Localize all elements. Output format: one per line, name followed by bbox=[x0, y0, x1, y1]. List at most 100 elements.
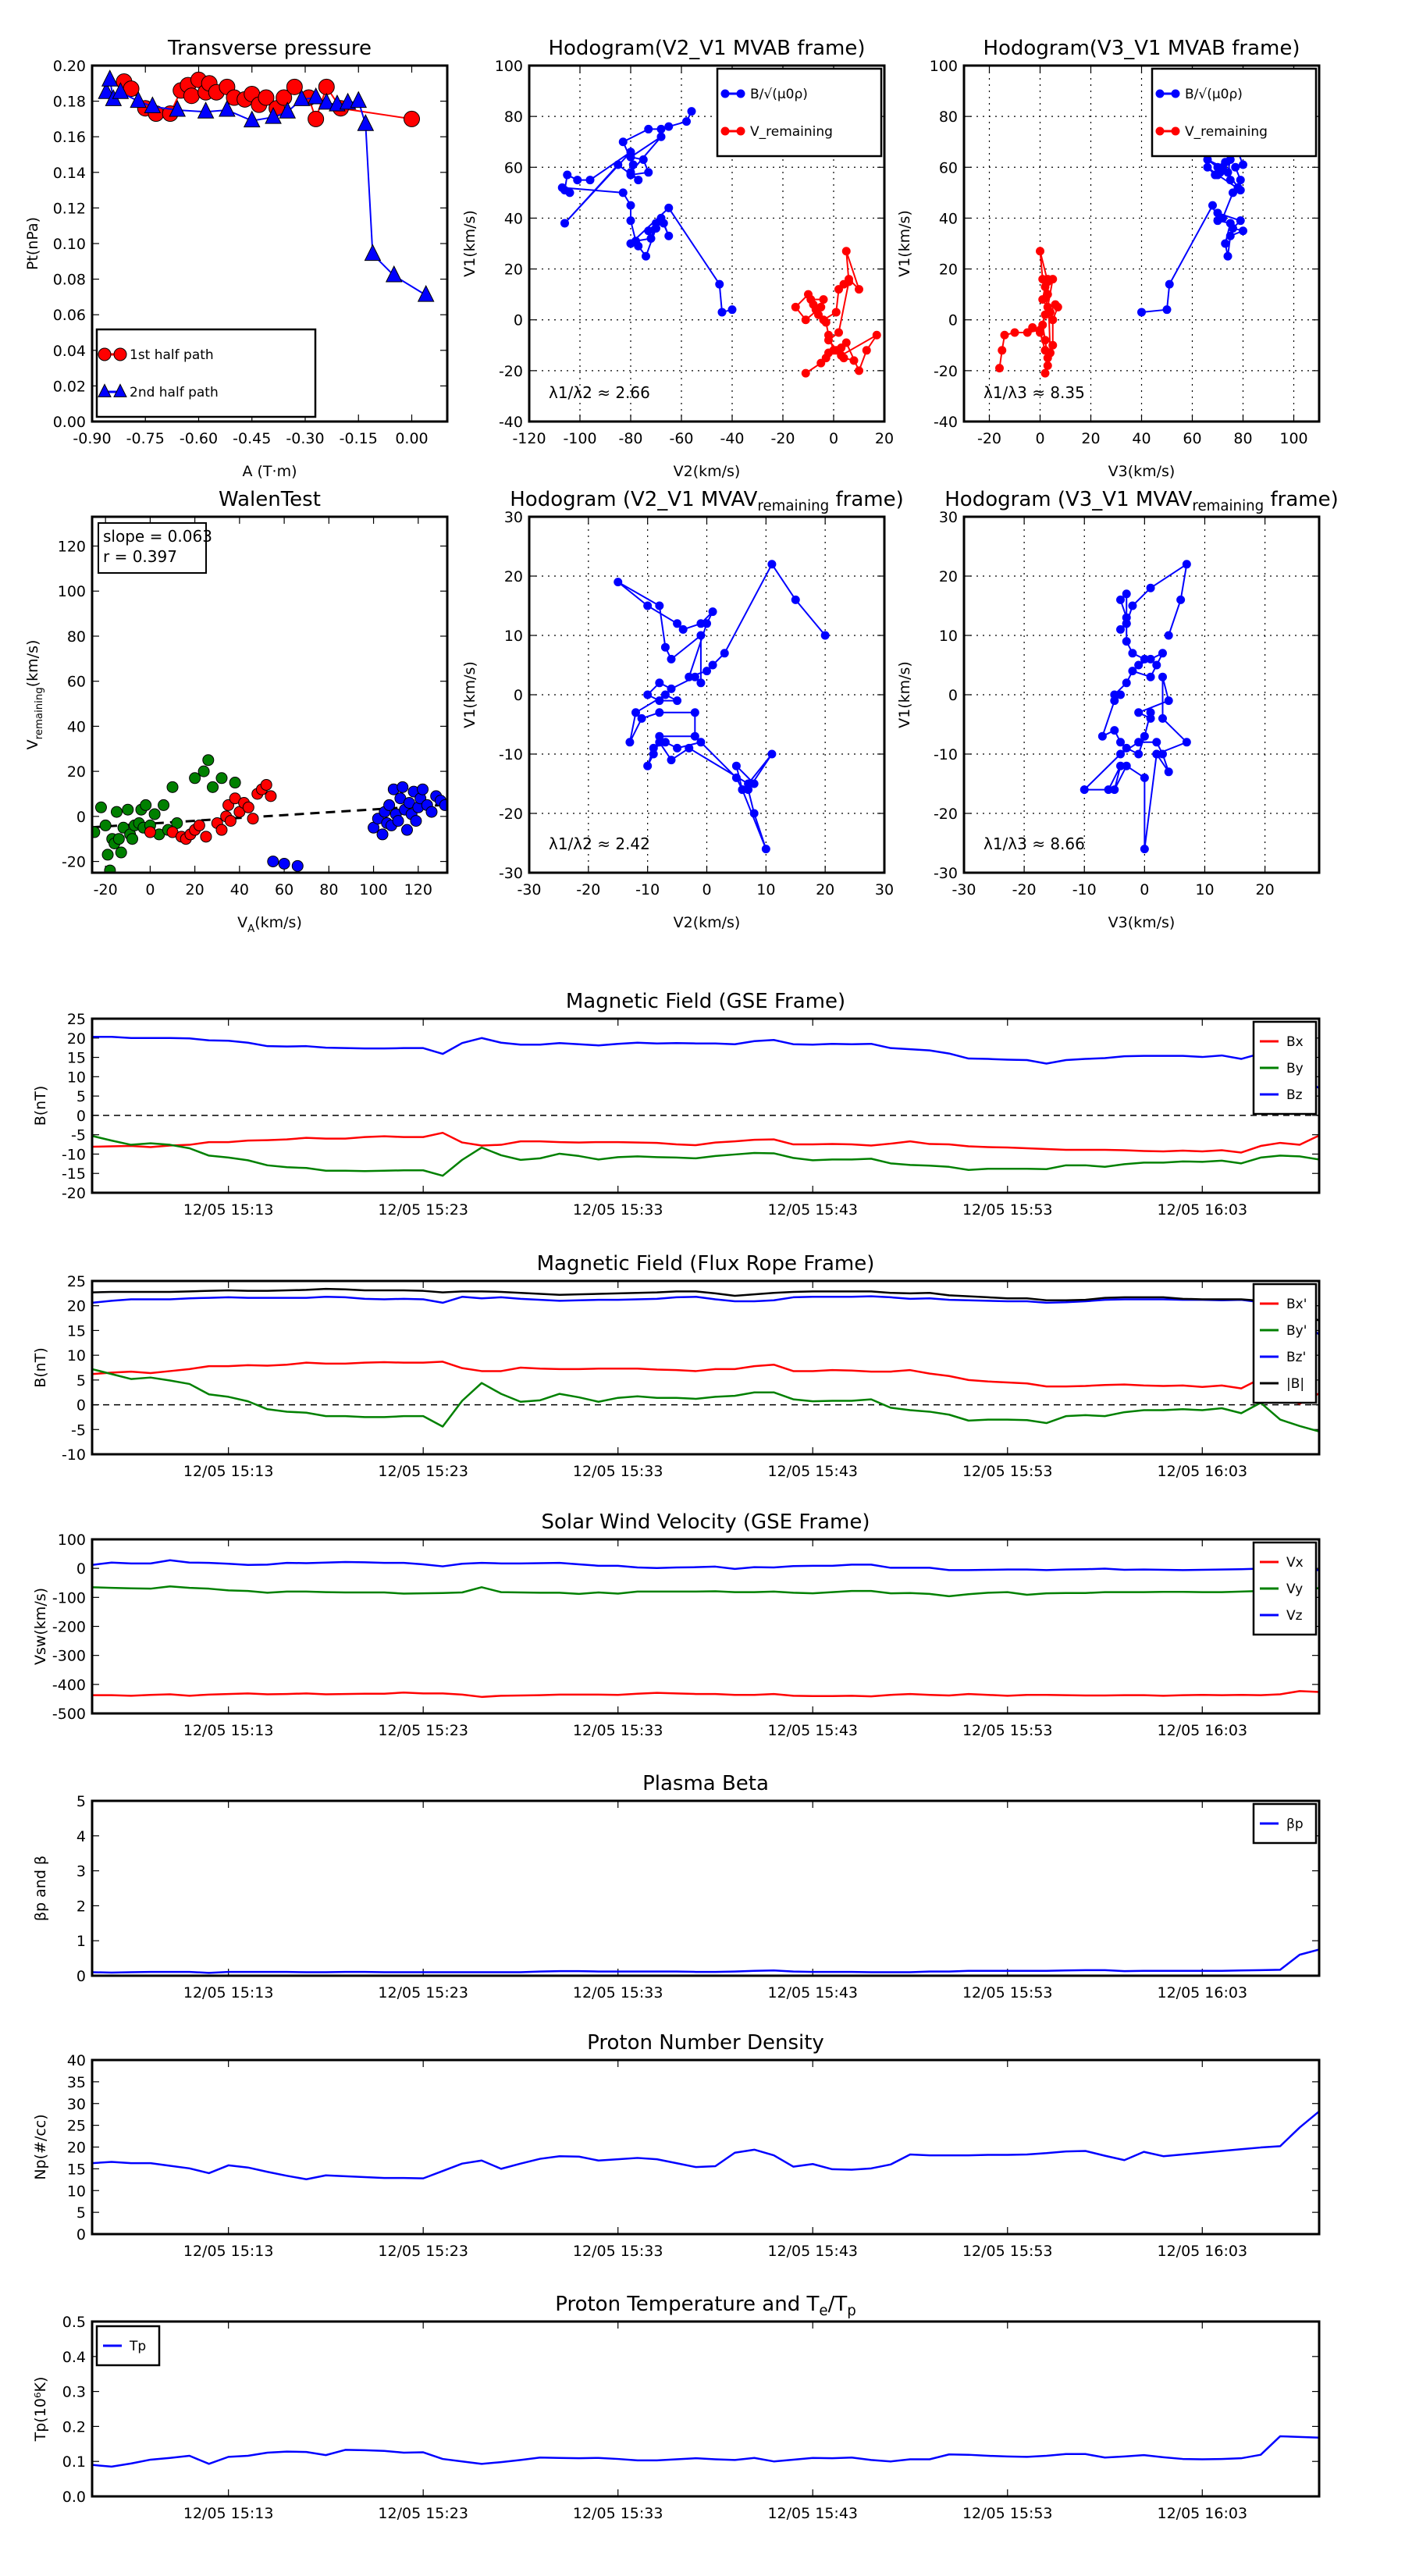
x-tick-label: 100 bbox=[359, 881, 387, 898]
legend: Tp bbox=[95, 2325, 161, 2367]
data-point bbox=[357, 114, 375, 131]
x-tick-label: -10 bbox=[1072, 881, 1097, 898]
data-point bbox=[92, 826, 101, 838]
y-tick-label: -400 bbox=[52, 1677, 86, 1694]
y-tick-label: 0 bbox=[76, 2226, 86, 2243]
data-point bbox=[397, 781, 409, 793]
data-point bbox=[1122, 743, 1131, 753]
x-tick-label: 12/05 15:13 bbox=[183, 2243, 274, 2260]
data-point bbox=[655, 601, 664, 610]
y-tick-label: 100 bbox=[58, 1532, 86, 1549]
data-point bbox=[664, 203, 674, 212]
x-tick-label: 12/05 15:13 bbox=[183, 1984, 274, 2001]
y-tick-label: 20 bbox=[504, 262, 523, 279]
data-point bbox=[197, 101, 215, 119]
x-tick-label: 12/05 16:03 bbox=[1158, 1984, 1248, 2001]
data-point bbox=[767, 560, 777, 569]
data-point bbox=[400, 824, 413, 836]
series-line-Bx' bbox=[92, 1361, 1319, 1405]
data-point bbox=[1137, 308, 1146, 317]
data-point bbox=[660, 642, 670, 652]
data-point bbox=[820, 631, 830, 640]
data-point bbox=[104, 864, 116, 873]
data-point bbox=[660, 690, 670, 699]
x-axis-label: VA(km/s) bbox=[237, 914, 302, 935]
chart-title-part: e bbox=[819, 2303, 827, 2319]
data-point bbox=[200, 831, 212, 843]
y-tick-label: 40 bbox=[67, 2052, 86, 2069]
x-tick-label: 12/05 15:33 bbox=[573, 1984, 663, 2001]
chart-title-part: p bbox=[847, 2303, 856, 2319]
legend-label: Vx bbox=[1286, 1555, 1304, 1571]
data-point bbox=[731, 773, 741, 782]
y-tick-label: 0 bbox=[76, 1560, 86, 1578]
y-tick-label: 30 bbox=[67, 2096, 86, 2113]
data-point bbox=[1164, 631, 1173, 640]
y-axis-label: B(nT) bbox=[32, 1086, 49, 1126]
data-point bbox=[839, 354, 848, 363]
data-point bbox=[1146, 672, 1155, 681]
chart-title: Hodogram (V2_V1 MVAVremaining frame) bbox=[510, 488, 903, 514]
data-point bbox=[308, 110, 325, 127]
legend-label: Vz bbox=[1286, 1608, 1303, 1624]
y-tick-label: 0.18 bbox=[53, 94, 86, 111]
data-point bbox=[1134, 749, 1144, 759]
y-tick-label: 1 bbox=[76, 1933, 86, 1950]
data-point bbox=[831, 308, 841, 317]
data-point bbox=[829, 346, 838, 355]
y-axis-label: Vremaining(km/s) bbox=[24, 640, 45, 750]
data-point bbox=[696, 678, 706, 688]
data-point bbox=[1043, 275, 1052, 284]
y-tick-label: -20 bbox=[62, 854, 86, 871]
data-point bbox=[383, 799, 396, 811]
axes-frame bbox=[91, 1279, 1321, 1456]
y-tick-label: 0.5 bbox=[62, 2314, 86, 2331]
chart-4: -30 -20 -10 0 10 20 30-30-20-100102030Hodogram… bbox=[461, 488, 904, 931]
plot-area bbox=[92, 1036, 1319, 1177]
y-tick-label: 0 bbox=[76, 1968, 86, 1985]
data-point bbox=[696, 619, 706, 628]
x-tick-label: 12/05 15:43 bbox=[767, 1201, 858, 1219]
legend: βp bbox=[1252, 1802, 1318, 1845]
x-axis-label: V3(km/s) bbox=[1108, 463, 1176, 480]
data-point bbox=[678, 624, 688, 634]
data-point bbox=[1223, 168, 1232, 177]
data-point bbox=[618, 137, 628, 147]
series-line-Vz bbox=[92, 1559, 1319, 1571]
chart-title: Hodogram(V2_V1 MVAB frame) bbox=[548, 37, 865, 60]
data-point bbox=[1051, 300, 1060, 309]
data-point bbox=[1164, 696, 1173, 706]
data-point bbox=[563, 170, 572, 180]
data-point bbox=[855, 285, 863, 294]
data-point bbox=[189, 772, 201, 785]
correlation-label: r = 0.397 bbox=[103, 547, 177, 566]
legend-frame bbox=[1252, 1020, 1318, 1115]
data-point bbox=[193, 819, 205, 831]
x-tick-label: 12/05 16:03 bbox=[1158, 1463, 1248, 1480]
data-point bbox=[708, 607, 717, 617]
data-point bbox=[425, 806, 438, 818]
y-tick-label: 0.4 bbox=[62, 2349, 86, 2366]
data-point bbox=[628, 160, 638, 169]
data-point bbox=[664, 122, 674, 131]
data-point bbox=[1158, 672, 1167, 681]
y-tick-label: 2 bbox=[76, 1898, 86, 1915]
y-tick-label: -500 bbox=[52, 1706, 86, 1723]
y-tick-label: 5 bbox=[76, 1372, 86, 1389]
data-point bbox=[655, 696, 664, 706]
y-tick-label: 25 bbox=[67, 1011, 86, 1028]
data-point bbox=[744, 779, 753, 788]
y-axis-label: βp and β bbox=[32, 1856, 49, 1921]
data-point bbox=[1116, 749, 1126, 759]
data-point bbox=[219, 99, 236, 117]
legend-label: Bz bbox=[1286, 1087, 1303, 1103]
data-point bbox=[708, 660, 717, 670]
x-tick-label: 10 bbox=[1195, 881, 1214, 898]
plot-area bbox=[557, 107, 881, 378]
data-point bbox=[643, 601, 653, 610]
plot-area bbox=[92, 2110, 1319, 2181]
x-tick-label: 12/05 15:43 bbox=[767, 1722, 858, 1739]
data-point bbox=[557, 183, 567, 192]
legend-marker bbox=[736, 89, 745, 98]
data-point bbox=[207, 781, 219, 793]
